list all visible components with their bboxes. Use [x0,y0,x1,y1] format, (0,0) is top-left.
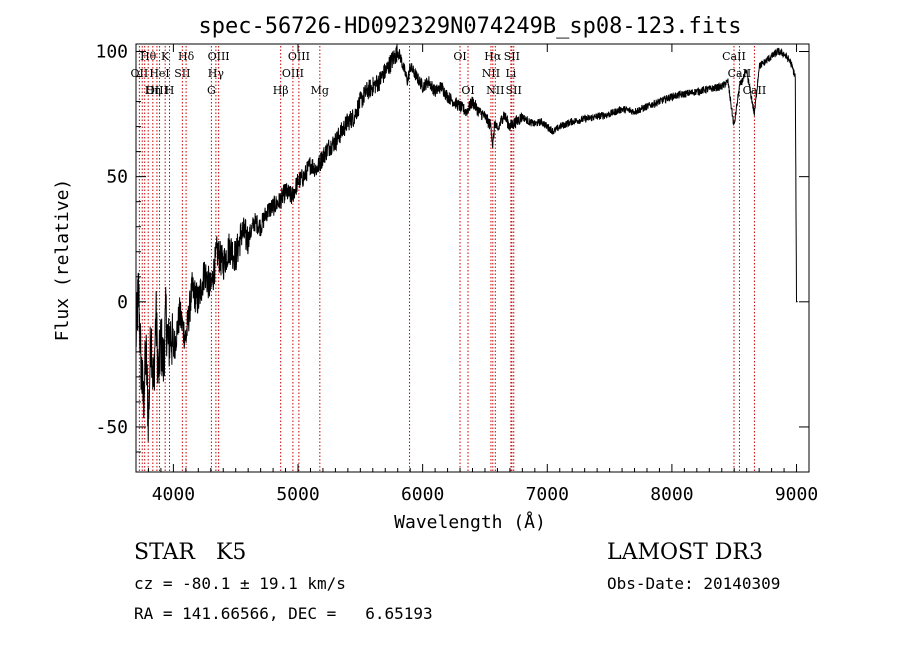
spectral-line-label: OIII [146,84,168,97]
spectral-line-label: Hθ [140,50,157,63]
spectral-line-label: Mg [311,84,329,97]
spectral-line-label: Hη [145,84,161,97]
spectral-line-label: OIII [208,50,230,63]
spectral-line-label: OII [131,67,149,80]
spectral-line-label: NII [486,84,504,97]
y-tick-label: 0 [117,292,128,313]
spectral-line-label: K [161,50,170,63]
spectral-line-label: SII [504,50,520,63]
y-axis-label: Flux (relative) [52,179,73,342]
spectral-line-label: CaII [722,50,746,63]
spectral-line-label: SII [506,84,522,97]
spectral-line-label: NII [482,67,500,80]
spectral-line-label: OI [453,50,466,63]
spectral-line-markers [138,46,755,472]
survey-name: LAMOST DR3 [607,540,763,565]
y-axis-ticks: -50 0 50 100 [95,42,809,453]
spectral-line-label: Hδ [178,50,195,63]
spectral-line-label: Hα [484,50,502,63]
spectrum-series-line [135,44,798,442]
x-tick-label: 5000 [276,484,319,505]
redshift-velocity: cz = -80.1 ± 19.1 km/s [134,574,346,593]
spectral-line-label: HeI [149,67,169,80]
ra-dec-coordinates: RA = 141.66566, DEC = 6.65193 [134,604,433,623]
spectral-line-label: Li [505,67,516,80]
x-axis-ticks: 4000 5000 6000 7000 8000 9000 [147,44,818,505]
x-tick-label: 8000 [650,484,693,505]
spectral-line-label: SII [174,67,190,80]
spectral-line-label: CaII [743,84,767,97]
spectral-line-label: OIII [288,50,310,63]
x-axis-label: Wavelength (Å) [394,511,546,533]
observation-date: Obs-Date: 20140309 [607,574,781,593]
spectral-line-label: Hγ [208,67,225,80]
y-tick-label: 100 [95,42,128,63]
spectral-line-label: OI [461,84,474,97]
spectral-class: STAR K5 [134,540,247,565]
spectral-line-label: Hβ [273,84,289,97]
spectral-line-label: H [165,84,175,97]
x-tick-label: 4000 [152,484,195,505]
spectral-line-label: G [207,84,216,97]
x-tick-label: 6000 [401,484,444,505]
y-tick-label: 50 [106,167,128,188]
chart-title: spec-56726-HD092329N074249B_sp08-123.fit… [198,14,741,39]
y-tick-label: -50 [95,417,128,438]
spectral-line-label: OIII [282,67,304,80]
x-tick-label: 9000 [775,484,818,505]
x-tick-label: 7000 [526,484,569,505]
